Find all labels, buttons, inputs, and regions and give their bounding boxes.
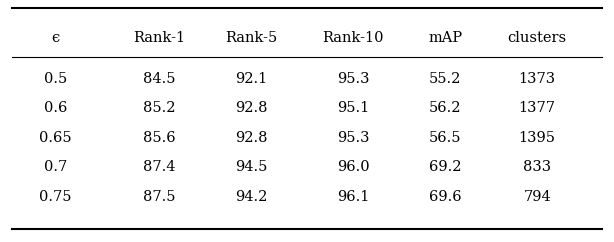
Text: 0.6: 0.6: [44, 101, 67, 115]
Text: 1377: 1377: [519, 101, 556, 115]
Text: 84.5: 84.5: [144, 72, 176, 86]
Text: 96.1: 96.1: [337, 190, 369, 204]
Text: Rank-10: Rank-10: [322, 30, 384, 45]
Text: 833: 833: [523, 160, 551, 174]
Text: 85.2: 85.2: [144, 101, 176, 115]
Text: 794: 794: [523, 190, 551, 204]
Text: 92.1: 92.1: [236, 72, 268, 86]
Text: 0.75: 0.75: [39, 190, 71, 204]
Text: 69.6: 69.6: [429, 190, 462, 204]
Text: 56.5: 56.5: [429, 131, 461, 145]
Text: 1395: 1395: [519, 131, 556, 145]
Text: 0.5: 0.5: [44, 72, 67, 86]
Text: 85.6: 85.6: [143, 131, 176, 145]
Text: 0.7: 0.7: [44, 160, 67, 174]
Text: ϵ: ϵ: [51, 30, 60, 45]
Text: 87.5: 87.5: [144, 190, 176, 204]
Text: Rank-1: Rank-1: [134, 30, 185, 45]
Text: 94.5: 94.5: [236, 160, 268, 174]
Text: 92.8: 92.8: [236, 101, 268, 115]
Text: 56.2: 56.2: [429, 101, 461, 115]
Text: 92.8: 92.8: [236, 131, 268, 145]
Text: 94.2: 94.2: [236, 190, 268, 204]
Text: 1373: 1373: [519, 72, 556, 86]
Text: 69.2: 69.2: [429, 160, 461, 174]
Text: 55.2: 55.2: [429, 72, 461, 86]
Text: 87.4: 87.4: [144, 160, 176, 174]
Text: 95.3: 95.3: [337, 72, 369, 86]
Text: 95.1: 95.1: [337, 101, 369, 115]
Text: clusters: clusters: [508, 30, 567, 45]
Text: Rank-5: Rank-5: [225, 30, 278, 45]
Text: 0.65: 0.65: [39, 131, 72, 145]
Text: 96.0: 96.0: [336, 160, 370, 174]
Text: 95.3: 95.3: [337, 131, 369, 145]
Text: mAP: mAP: [428, 30, 462, 45]
